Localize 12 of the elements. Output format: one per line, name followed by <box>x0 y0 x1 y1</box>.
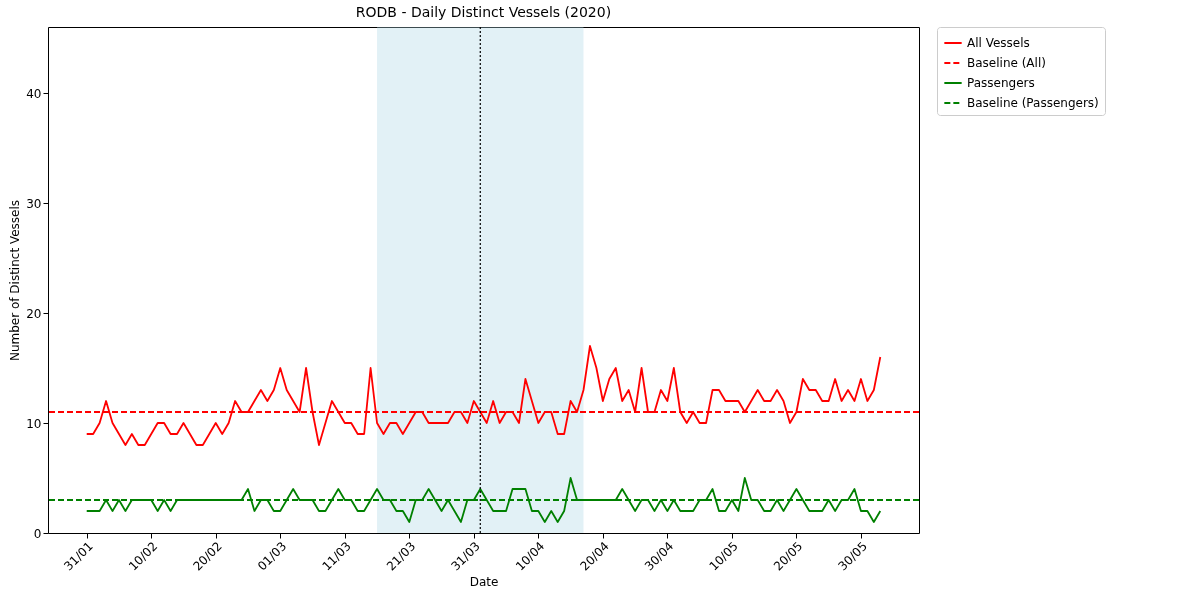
chart-title: RODB - Daily Distinct Vessels (2020) <box>355 4 612 21</box>
y-tick-label: 20 <box>26 306 42 321</box>
y-tick-label: 30 <box>26 196 42 211</box>
legend-label: All Vessels <box>967 36 1030 50</box>
y-tick-label: 0 <box>33 526 42 541</box>
y-tick-label: 40 <box>26 86 42 101</box>
legend-label: Baseline (All) <box>967 56 1046 70</box>
legend-label: Passengers <box>967 76 1035 90</box>
legend-label: Baseline (Passengers) <box>967 96 1099 110</box>
y-axis-title: Number of Distinct Vessels <box>8 199 23 362</box>
x-axis-title: Date <box>469 574 499 589</box>
y-tick-label: 10 <box>26 416 42 431</box>
